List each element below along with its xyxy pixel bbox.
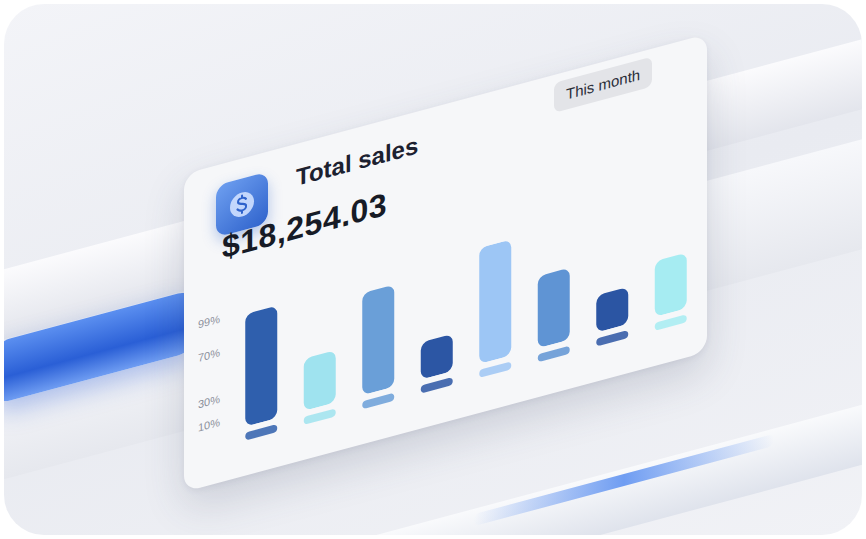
sales-card: Total sales$18,254.03This month10%30%70%… — [184, 34, 707, 492]
icon-dollar-sign — [237, 194, 246, 214]
y-tick-label: 70% — [198, 346, 220, 364]
icon-coin — [230, 189, 254, 219]
period-badge: This month — [554, 57, 652, 113]
bar-cap — [304, 408, 336, 425]
bar — [245, 305, 277, 426]
scene: Total sales$18,254.03This month10%30%70%… — [4, 4, 862, 535]
bar — [596, 287, 628, 333]
bar-cap — [655, 314, 687, 331]
bar — [421, 334, 453, 380]
y-tick-label: 10% — [198, 416, 220, 434]
bar-cap — [538, 346, 570, 363]
bar — [538, 268, 570, 348]
bar — [479, 239, 511, 364]
bar-cap — [479, 361, 511, 378]
bar-cap — [362, 393, 394, 410]
y-tick-label: 99% — [198, 313, 220, 331]
y-tick-label: 30% — [198, 393, 220, 411]
bar — [362, 285, 394, 396]
bar-cap — [421, 377, 453, 394]
bar-cap — [596, 330, 628, 347]
title: Total sales — [296, 131, 418, 192]
bar — [304, 350, 336, 411]
plot: 10% 30% 70% 99% — [184, 34, 707, 492]
bar — [655, 253, 687, 317]
bars — [245, 192, 687, 426]
bar-cap — [245, 424, 277, 441]
